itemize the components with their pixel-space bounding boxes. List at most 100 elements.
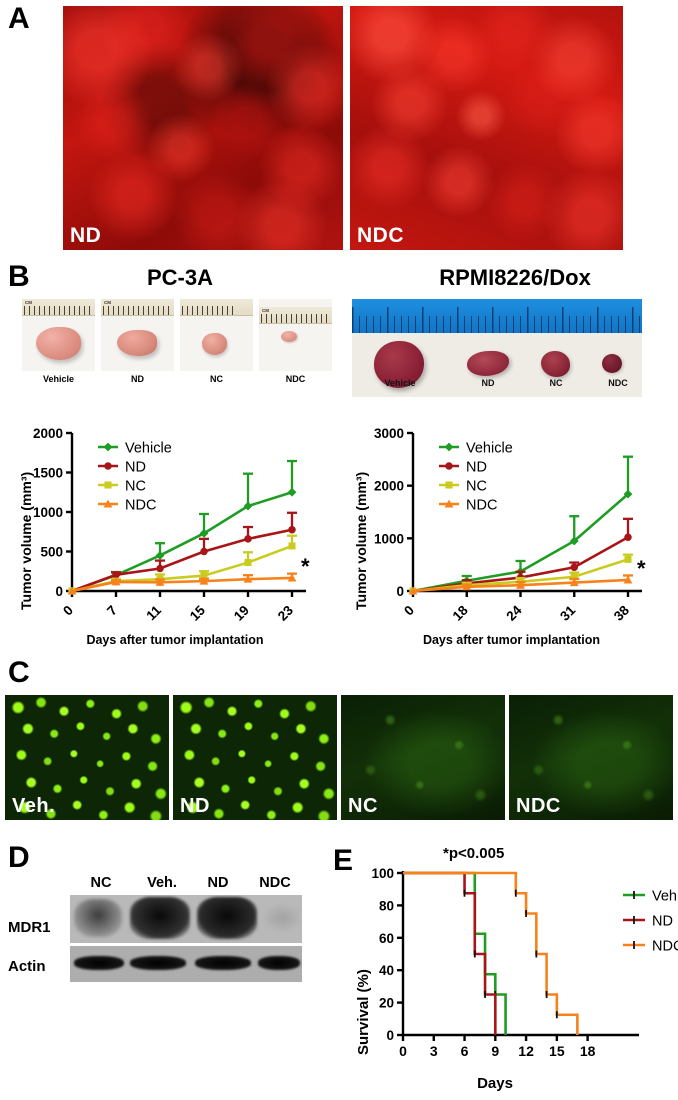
y-tick-label: 100 <box>371 866 394 881</box>
legend-item-vehicle <box>439 442 459 452</box>
panel-c-nc-label: NC <box>348 795 378 817</box>
survival-series-vehicle <box>403 871 507 1035</box>
blot-row-label-mdr1: MDR1 <box>8 919 51 936</box>
x-tick-label: 38 <box>611 602 633 624</box>
legend-item-ndc <box>439 499 459 508</box>
panel-a-ndc-label: NDC <box>357 224 404 247</box>
panel-c-nd-label: ND <box>180 795 210 817</box>
y-tick-label: 500 <box>40 545 63 560</box>
svg-text:ND: ND <box>466 460 487 476</box>
y-tick-label: 0 <box>386 1028 394 1043</box>
x-tick-label: 0 <box>401 603 417 619</box>
chart-pc3a-growth: Tumor volume (mm³) 0 500 1000 1500 2000 0 7 11 1… <box>10 425 340 655</box>
x-tick-label: 9 <box>491 1043 499 1059</box>
x-tick-label: 7 <box>104 603 120 619</box>
y-tick-label: 1000 <box>33 505 63 520</box>
svg-text:Vehicle: Vehicle <box>466 441 513 457</box>
survival-series-ndc <box>403 871 579 1035</box>
svg-text:ND: ND <box>125 460 146 476</box>
tumor-nc-rpmi <box>541 351 570 377</box>
panel-c-veh-label: Veh. <box>12 795 56 817</box>
svg-text:NDC: NDC <box>652 939 678 955</box>
chart1-x-axis-title: Days after tumor implantation <box>86 633 264 647</box>
legend-item-ndc <box>98 499 118 508</box>
panel-c-micrograph-ndc: NDC <box>509 695 673 820</box>
panel-a-nd-label: ND <box>70 224 102 247</box>
survival-series-nd <box>403 871 497 1035</box>
y-tick-label: 80 <box>379 898 394 913</box>
legend-item-nd <box>439 462 459 470</box>
panel-c-micrograph-nd: ND <box>173 695 337 820</box>
legend-item-nc <box>439 481 459 489</box>
tumor-label-nd-pc3a: ND <box>131 374 144 384</box>
panel-a-micrograph-ndc: NDC <box>350 6 623 250</box>
x-tick-label: 6 <box>461 1043 469 1059</box>
y-tick-label: 0 <box>396 584 404 599</box>
ruler-icon <box>180 299 253 316</box>
survival-legend-ndc <box>623 941 645 949</box>
tumor-photo-ndc-pc3a: CM <box>259 299 332 371</box>
chart3-x-axis-title: Days <box>477 1075 513 1092</box>
y-tick-label: 3000 <box>374 426 404 441</box>
legend-item-nc <box>98 481 118 489</box>
panel-a-letter: A <box>8 2 30 35</box>
x-tick-label: 11 <box>143 602 164 623</box>
panel-e-letter: E <box>333 844 354 877</box>
y-tick-label: 2000 <box>33 426 63 441</box>
blot-row-actin <box>70 946 302 982</box>
ruler-icon: CM <box>259 307 332 324</box>
chart-survival: Survival (%) 0204060801000369121518Vehic… <box>345 855 678 1100</box>
ruler-icon: CM <box>22 299 95 316</box>
blot-row-mdr1 <box>70 895 302 943</box>
survival-legend-vehicle <box>623 891 645 899</box>
tumor-label-ndc-rpmi: NDC <box>608 378 628 388</box>
significance-star: * <box>637 556 646 581</box>
series-ndc <box>67 572 297 595</box>
blot-lane-label-nc: NC <box>90 875 112 891</box>
x-tick-label: 12 <box>518 1043 534 1059</box>
svg-text:Vehicle: Vehicle <box>652 889 678 905</box>
tumor-label-nc-rpmi: NC <box>549 378 563 388</box>
x-tick-label: 15 <box>187 602 209 624</box>
panel-b-title-rpmi: RPMI8226/Dox <box>439 265 591 290</box>
chart-rpmi-growth: Tumor volume (mm³) 0 1000 2000 3000 0 18 24 31 3… <box>345 425 678 655</box>
blot-row-label-actin: Actin <box>8 958 46 975</box>
series-vehicle <box>67 459 297 596</box>
y-tick-label: 20 <box>379 996 394 1011</box>
blot-lane-label-veh: Veh. <box>147 875 177 891</box>
panel-d-letter: D <box>8 841 30 874</box>
blot-lane-label-ndc: NDC <box>259 875 291 891</box>
y-tick-label: 1000 <box>374 531 404 546</box>
svg-text:Vehicle: Vehicle <box>125 441 172 457</box>
y-tick-label: 60 <box>379 931 394 946</box>
series-ndc <box>408 574 633 595</box>
ruler-icon: CM <box>101 299 174 316</box>
y-tick-label: 2000 <box>374 479 404 494</box>
x-tick-label: 0 <box>60 603 76 619</box>
tumor-label-nc-pc3a: NC <box>210 374 223 384</box>
tumor-vehicle-rpmi <box>374 341 424 388</box>
survival-legend-nd <box>623 916 645 924</box>
x-tick-label: 15 <box>549 1043 565 1059</box>
panel-c-micrograph-veh: Veh. <box>5 695 169 820</box>
y-tick-label: 0 <box>55 584 63 599</box>
tumor-label-ndc-pc3a: NDC <box>285 374 306 384</box>
legend-item-nd <box>98 462 118 470</box>
x-tick-label: 18 <box>450 602 472 624</box>
x-tick-label: 18 <box>580 1043 596 1059</box>
x-tick-label: 3 <box>430 1043 438 1059</box>
blue-ruler-icon <box>352 299 642 333</box>
x-tick-label: 19 <box>231 603 252 624</box>
tumor-photo-nd-pc3a: CM <box>101 299 174 371</box>
svg-text:NDC: NDC <box>466 498 497 514</box>
x-tick-label: 23 <box>275 602 297 624</box>
x-tick-label: 0 <box>399 1043 407 1059</box>
tumor-label-vehicle-rpmi: Vehicle <box>384 378 416 388</box>
panel-c-ndc-label: NDC <box>516 795 561 817</box>
panel-a-micrograph-nd: ND <box>63 6 343 250</box>
chart2-x-axis-title: Days after tumor implantation <box>422 633 601 647</box>
y-tick-label: 40 <box>379 963 394 978</box>
tumor-photo-strip-rpmi: Vehicle ND NC NDC <box>352 299 642 397</box>
blot-lane-label-nd: ND <box>207 875 229 891</box>
panel-c-micrograph-nc: NC <box>341 695 505 820</box>
